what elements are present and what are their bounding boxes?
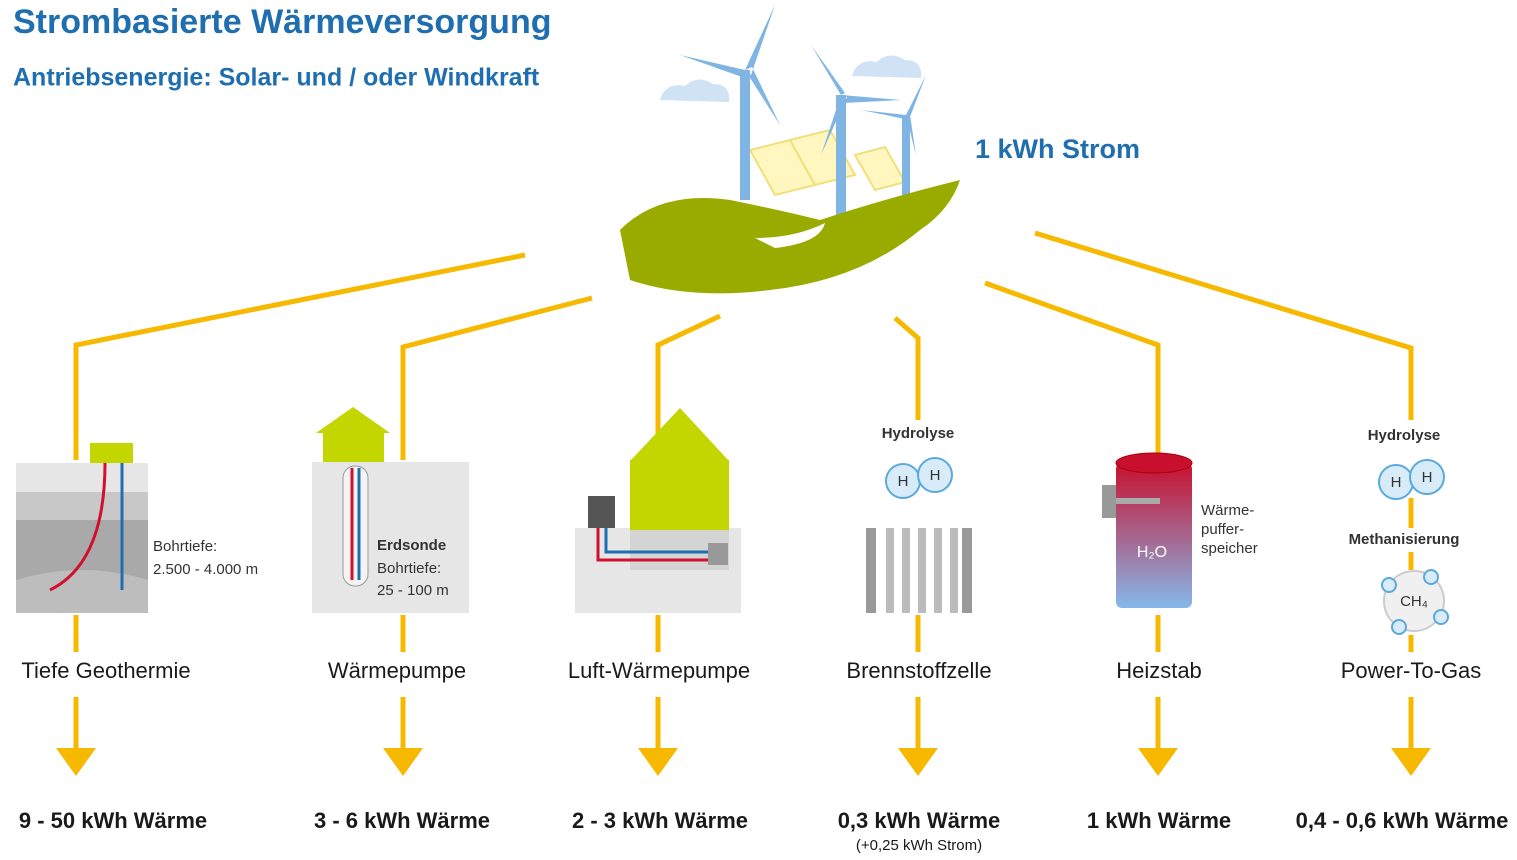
hydrogen-molecule <box>885 457 953 499</box>
storage-tank-icon-part <box>1116 498 1160 504</box>
label: H <box>1391 474 1402 491</box>
connectors-part-part <box>638 748 678 776</box>
subtitle: Antriebsenergie: Solar- und / oder Windk… <box>13 64 540 92</box>
air-heat-pump-icon-part <box>630 408 729 461</box>
connectors-part-part <box>1391 748 1431 776</box>
energy-illustration-part <box>680 5 926 215</box>
fuel-cell-icon-part <box>918 528 926 613</box>
label: Methanisierung <box>1349 531 1460 548</box>
label: Wärme- <box>1201 502 1254 519</box>
label: H₂O <box>1137 544 1167 561</box>
label: Bohrtiefe: <box>377 560 441 577</box>
connectors-part <box>400 295 593 750</box>
branch-name: Power-To-Gas <box>1341 658 1482 683</box>
connectors <box>56 230 1431 776</box>
branch-name: Heizstab <box>1116 658 1202 683</box>
label: H <box>1422 469 1433 486</box>
heat-pump-icon-part <box>323 432 384 462</box>
methane-molecule-part <box>1383 570 1445 632</box>
storage-tank-icon-part <box>1116 463 1192 608</box>
fuel-cell-icon-part <box>950 528 958 613</box>
branch-name: Luft-Wärmepumpe <box>568 658 750 683</box>
connectors-part <box>893 316 921 750</box>
connectors-part <box>56 748 1431 776</box>
connectors-part <box>1034 230 1414 750</box>
energy-illustration-part-part <box>902 115 910 195</box>
connectors-part-part <box>383 748 423 776</box>
energy-illustration <box>620 5 960 294</box>
heat-pump-icon-part <box>312 462 469 613</box>
fuel-cell-icon <box>866 528 972 613</box>
branch-output: 9 - 50 kWh Wärme <box>19 808 207 833</box>
fuel-cell-icon-part <box>886 528 894 613</box>
fuel-cell-icon-part <box>902 528 910 613</box>
geothermal-icon-part <box>49 462 107 592</box>
branch-name: Tiefe Geothermie <box>21 658 190 683</box>
energy-illustration-part <box>755 223 825 248</box>
branch-output: 3 - 6 kWh Wärme <box>314 808 490 833</box>
connectors-part <box>73 252 526 750</box>
methane-molecule-part <box>1433 609 1449 625</box>
label: speicher <box>1201 540 1258 557</box>
branch-output: 1 kWh Wärme <box>1087 808 1231 833</box>
energy-illustration-part-part <box>836 95 846 215</box>
label: CH₄ <box>1400 593 1428 610</box>
heat-pump-icon-part <box>342 465 369 587</box>
connectors-part <box>984 280 1161 750</box>
methane-molecule-part <box>1423 569 1439 585</box>
hydrogen-molecule-part <box>1409 459 1445 495</box>
branch-name: Brennstoffzelle <box>846 658 991 683</box>
energy-illustration-part-part <box>680 5 780 125</box>
air-heat-pump-icon-part <box>604 528 715 554</box>
hydrogen-molecule <box>1378 459 1445 500</box>
geothermal-icon-part <box>90 443 133 463</box>
energy-illustration-part <box>660 79 730 102</box>
energy-illustration-part-part <box>853 145 907 192</box>
methane-molecule-part <box>1391 619 1407 635</box>
methane-molecule <box>1381 569 1449 635</box>
fuel-cell-icon-part <box>962 528 972 613</box>
air-heat-pump-icon <box>575 408 741 613</box>
label: 25 - 100 m <box>377 582 449 599</box>
energy-illustration-part <box>852 55 922 78</box>
geothermal-icon-part <box>16 492 148 520</box>
heat-pump-icon-part <box>316 407 390 433</box>
air-heat-pump-icon-part <box>596 528 715 562</box>
connectors-part-part <box>1138 748 1178 776</box>
branch-output: 0,4 - 0,6 kWh Wärme <box>1296 808 1509 833</box>
connectors-part <box>655 313 722 750</box>
storage-tank-icon <box>1102 452 1193 608</box>
storage-tank-icon-part <box>1115 452 1193 474</box>
label: H <box>930 467 941 484</box>
branch-output: 0,3 kWh Wärme <box>838 808 1001 833</box>
source-label: 1 kWh Strom <box>975 134 1140 164</box>
label: H <box>898 473 909 490</box>
methane-molecule-part <box>1381 577 1397 593</box>
heat-pump-icon <box>312 407 469 613</box>
label: Bohrtiefe: <box>153 538 217 555</box>
connectors-part-part <box>898 748 938 776</box>
energy-illustration-part-part <box>811 45 901 155</box>
geothermal-icon-part <box>16 570 148 613</box>
label: Hydrolyse <box>882 425 955 442</box>
fuel-cell-icon-part <box>934 528 942 613</box>
geothermal-icon <box>16 443 148 613</box>
label: puffer- <box>1201 521 1244 538</box>
storage-tank-icon-part <box>1102 485 1116 518</box>
label: Hydrolyse <box>1368 427 1441 444</box>
branch-note: (+0,25 kWh Strom) <box>856 837 982 854</box>
fuel-cell-icon-part <box>866 528 876 613</box>
branch-name: Wärmepumpe <box>328 658 466 683</box>
energy-illustration-part-part <box>740 70 750 200</box>
label: 2.500 - 4.000 m <box>153 561 258 578</box>
branch-output: 2 - 3 kWh Wärme <box>572 808 748 833</box>
label: Erdsonde <box>377 537 446 554</box>
title: Strombasierte Wärmeversorgung <box>13 3 552 41</box>
energy-illustration-part-part <box>861 75 926 155</box>
hydrogen-molecule-part <box>917 457 953 493</box>
air-heat-pump-icon-part <box>708 543 728 565</box>
connectors-part-part <box>56 748 96 776</box>
air-heat-pump-icon-part <box>588 496 615 528</box>
